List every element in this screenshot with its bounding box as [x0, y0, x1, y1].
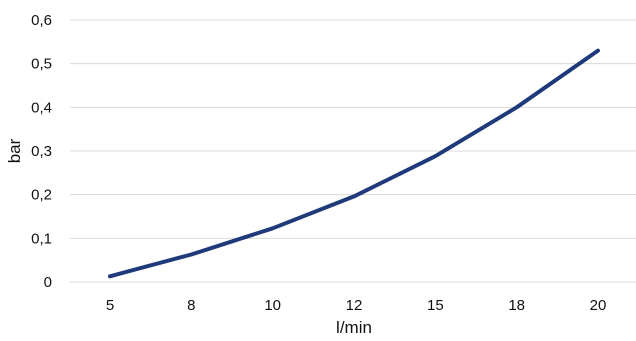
y-axis-title: bar [5, 138, 24, 163]
gridlines [70, 19, 636, 283]
y-tick-label: 0,2 [31, 187, 52, 204]
x-tick-label: 5 [106, 297, 114, 314]
y-tick-label: 0,5 [31, 56, 52, 73]
x-tick-label: 18 [508, 297, 525, 314]
x-tick-label: 10 [264, 297, 281, 314]
x-axis-tick-labels: 5 8 10 12 15 18 20 [106, 297, 607, 314]
y-axis-tick-labels: 0 0,1 0,2 0,3 0,4 0,5 0,6 [31, 12, 52, 291]
x-axis-title: l/min [336, 318, 372, 337]
x-tick-label: 8 [187, 297, 195, 314]
x-tick-label: 12 [346, 297, 363, 314]
x-tick-label: 15 [427, 297, 444, 314]
y-tick-label: 0,1 [31, 230, 52, 247]
x-tick-label: 20 [590, 297, 607, 314]
y-tick-label: 0,4 [31, 99, 52, 116]
series-layer [108, 48, 600, 279]
series-line [108, 48, 600, 279]
y-tick-label: 0,3 [31, 143, 52, 160]
y-tick-label: 0 [44, 274, 52, 291]
y-tick-label: 0,6 [31, 12, 52, 29]
